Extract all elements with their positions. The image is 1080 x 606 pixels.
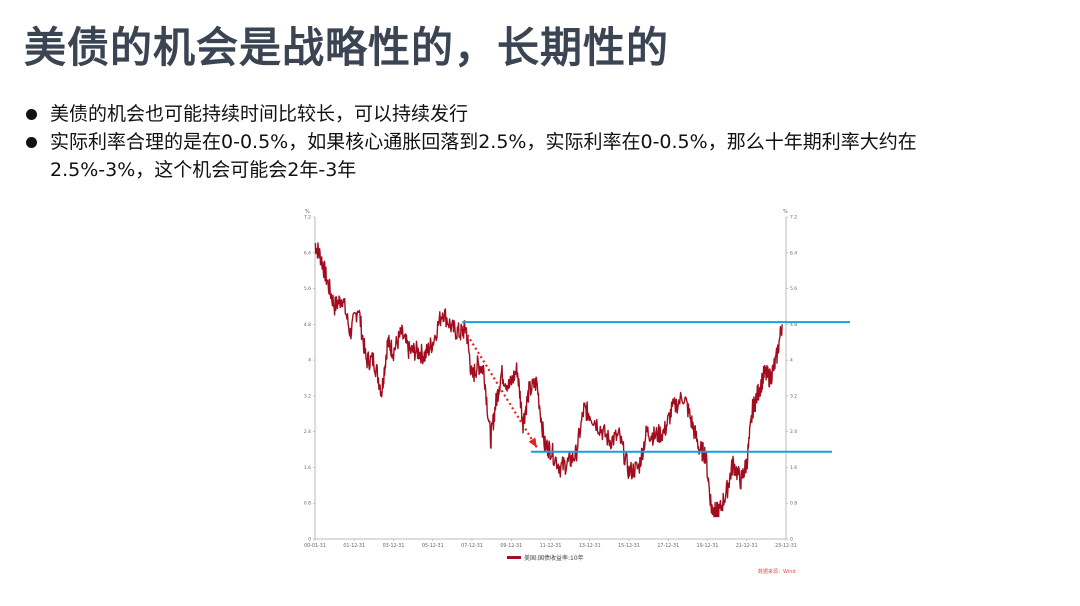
y-tick-label-left: 0.8 [304,501,311,507]
x-tick-label: 03-12-31 [383,543,405,549]
series-line-us-10y-yield [314,242,783,518]
bullet-list: 美债的机会也可能持续时间比较长，可以持续发行 实际利率合理的是在0-0.5%，如… [26,100,1026,184]
yield-chart: %% 0 0 0.8 0.8 1.6 1.6 2.4 2.4 3.2 3.2 4 4 4.8 4.8 5.6 5… [300,204,860,584]
y-tick-label-left: 1.6 [304,465,311,471]
x-tick-label: 09-12-31 [500,543,522,549]
bullet-item-2: 实际利率合理的是在0-0.5%，如果核心通胀回落到2.5%，实际利率在0-0.5… [26,128,1026,184]
x-tick-label: 11-12-31 [540,543,562,549]
data-source-note: 数据来源：Wind [758,568,796,575]
y-tick-label-right: 1.6 [790,465,797,471]
y-tick-label-right: 2.4 [790,429,797,435]
y-tick-label-left: 6.4 [304,250,311,256]
y-tick-label-left: 3.2 [304,393,311,399]
x-tick-label: 23-12-31 [775,543,797,549]
bullet-dot-icon [26,137,37,148]
y-tick-label-right: 0 [790,537,793,543]
trend-arrow-head-icon [528,437,537,448]
bullet-text-2: 实际利率合理的是在0-0.5%，如果核心通胀回落到2.5%，实际利率在0-0.5… [50,131,917,181]
bullet-dot-icon [26,109,37,120]
x-tick-label: 13-12-31 [579,543,601,549]
legend-label: 美国:国债收益率:10年 [524,554,584,562]
slide-title: 美债的机会是战略性的，长期性的 [24,23,670,72]
y-tick-label-right: 5.6 [790,286,797,292]
x-tick-label: 15-12-31 [618,543,640,549]
y-tick-label-left: 2.4 [304,429,311,435]
y-tick-label-right: 7.2 [790,215,797,221]
bullet-text-1: 美债的机会也可能持续时间比较长，可以持续发行 [50,103,469,125]
y-tick-label-left: 4 [308,358,311,364]
y-tick-label-right: 0.8 [790,501,797,507]
y-tick-label-left: 0 [308,537,311,543]
x-tick-label: 07-12-31 [461,543,483,549]
x-tick-label: 19-12-31 [697,543,719,549]
y-tick-label-right: 4 [790,358,793,364]
x-tick-label: 21-12-31 [736,543,758,549]
y-tick-label-right: 6.4 [790,250,797,256]
y-tick-label-right: 3.2 [790,393,797,399]
x-tick-label: 17-12-31 [657,543,679,549]
y-unit-left: % [305,209,310,215]
yield-chart-svg: % % 0 0 0.8 0.8 1.6 1.6 2.4 2.4 3.2 3.2 4 4 4.8 4.8 5.6 5… [304,209,850,575]
y-tick-label-left: 4.8 [304,322,311,328]
bullet-item-1: 美债的机会也可能持续时间比较长，可以持续发行 [26,100,1026,128]
trend-arrow-line [461,325,538,448]
legend-swatch [507,556,521,559]
y-tick-label-left: 5.6 [304,286,311,292]
x-tick-label: 00-01-31 [304,543,326,549]
y-tick-label-left: 7.2 [304,215,311,221]
x-tick-label: 01-12-31 [343,543,365,549]
y-tick-label-right: 4.8 [790,322,797,328]
x-tick-label: 05-12-31 [422,543,444,549]
y-unit-right: % [783,209,788,215]
